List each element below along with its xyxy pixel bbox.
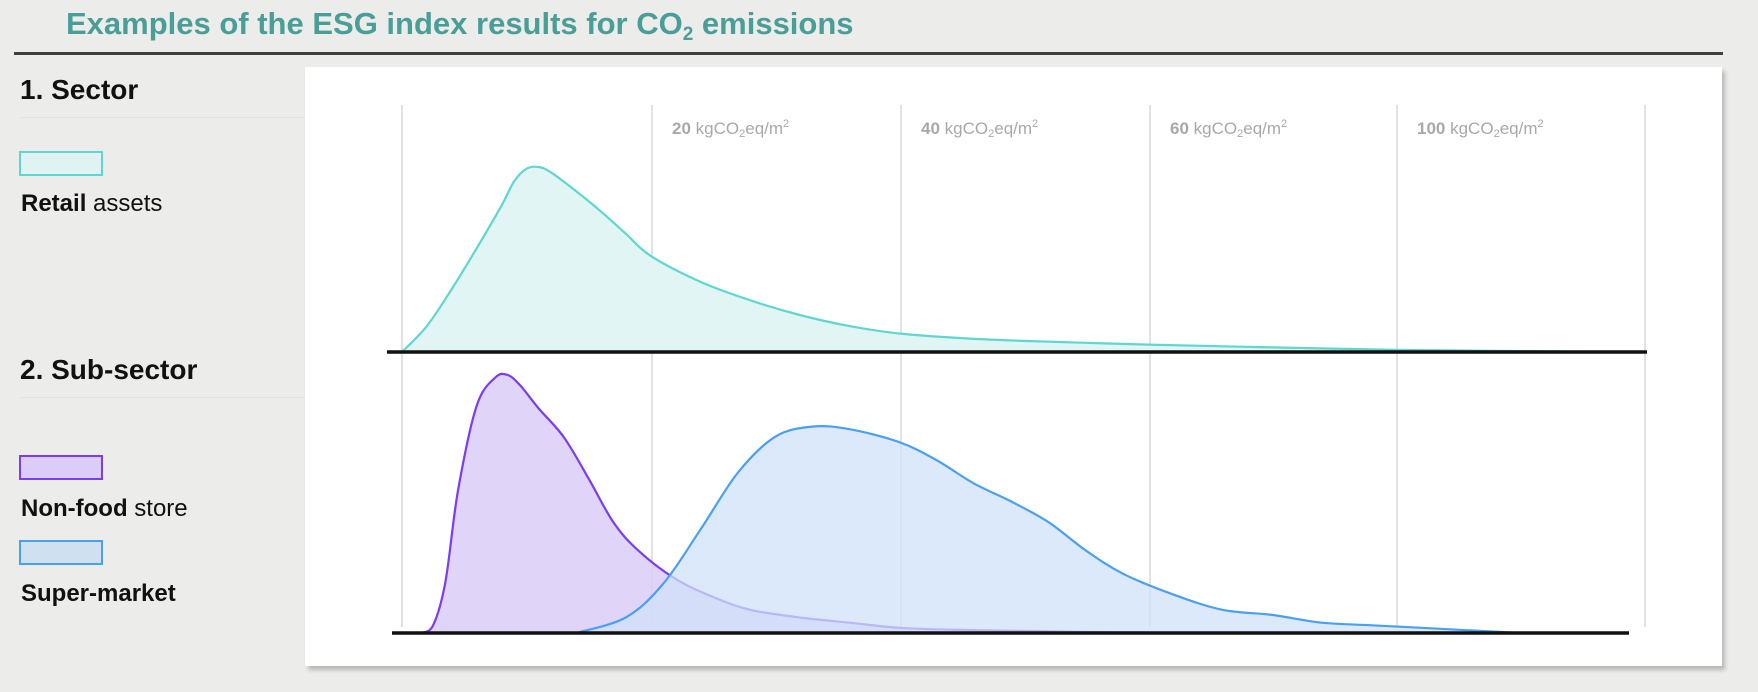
legend-swatch-supermarket	[19, 540, 103, 565]
legend-label-retail: Retail assets	[21, 190, 163, 217]
section-divider-sub-sector	[20, 397, 304, 398]
legend-swatch-non-food	[19, 455, 103, 480]
tick-label-100: 100 kgCO2eq/m2	[1417, 118, 1544, 140]
series-area-retail-assets	[402, 166, 1645, 352]
section-divider-sector	[20, 117, 304, 118]
series-area-super-market	[576, 426, 1521, 633]
series-line-retail-assets	[401, 165, 1646, 354]
series-line-super-market	[575, 424, 1521, 635]
title-divider	[14, 52, 1723, 55]
page-title: Examples of the ESG index results for CO…	[66, 6, 854, 45]
legend-label-non-food: Non-food store	[21, 495, 188, 522]
tick-label-60: 60 kgCO2eq/m2	[1170, 118, 1287, 140]
legend-label-supermarket: Super-market	[21, 580, 176, 607]
tick-label-40: 40 kgCO2eq/m2	[921, 118, 1038, 140]
chart-panel: 20 kgCO2eq/m2 40 kgCO2eq/m2 60 kgCO2eq/m2 1…	[305, 67, 1722, 666]
legend-swatch-retail	[19, 151, 103, 176]
series-area-non-food-store	[420, 373, 1192, 633]
distribution-chart: 20 kgCO2eq/m2 40 kgCO2eq/m2 60 kgCO2eq/m2 1…	[387, 105, 1647, 635]
tick-label-20: 20 kgCO2eq/m2	[672, 118, 789, 140]
section-heading-sector: 1. Sector	[20, 74, 139, 105]
section-heading-sub-sector: 2. Sub-sector	[20, 354, 198, 385]
